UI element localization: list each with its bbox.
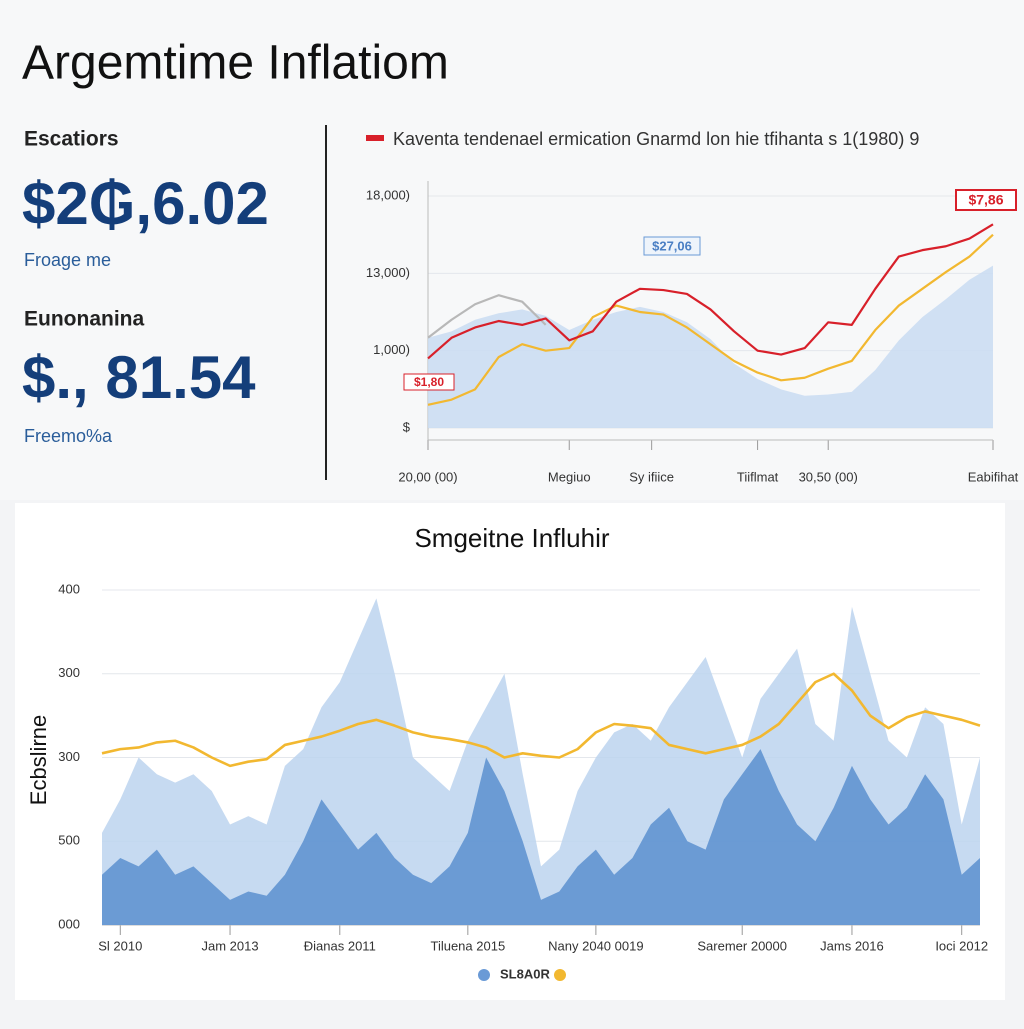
chart-top: $1,000) 13,000) 18,000) 20,00 (00) Megiuo Sy … (366, 181, 1019, 484)
x-tick-label: Ioci 2012 (935, 938, 988, 953)
kpi-value: $2₲,6.02 (22, 170, 269, 237)
annotation: $1,80 (414, 375, 444, 389)
annotation: $27,06 (652, 238, 692, 253)
area (428, 265, 993, 428)
kpi-sub: Froage me (24, 250, 111, 270)
y-tick-label: 000 (58, 916, 80, 931)
line (427, 233, 994, 406)
annotation-box (955, 189, 1017, 211)
y-tick-label: 1,000) (373, 342, 410, 357)
x-tick-label: 20,00 (00) (398, 469, 457, 484)
y-axis-label: Ecbslirne (26, 715, 51, 805)
y-tick-label: 18,000) (366, 187, 410, 202)
x-tick-label: Nany 2040 0019 (548, 938, 643, 953)
x-tick-label: Ðianas 2011 (304, 938, 376, 953)
chart-title: Smgeitne Influhir (414, 523, 609, 553)
x-tick-label: Tiiflmat (737, 469, 779, 484)
kpi-label: Eunonanina (24, 308, 144, 331)
annotation-box (643, 236, 701, 256)
y-tick-label: 300 (58, 665, 80, 680)
x-tick-label: Eabifihat (968, 469, 1019, 484)
page-title: Argemtime Inflatiom (22, 37, 449, 90)
x-tick-label: Megiuo (548, 469, 591, 484)
line (427, 223, 994, 360)
legend-label: SL8A0R (500, 966, 550, 981)
annotation: $7,86 (968, 192, 1003, 208)
y-tick-label: 13,000) (366, 265, 410, 280)
kpi-sub: Freemo%a (24, 426, 113, 446)
x-tick-label: Sl 2010 (98, 938, 142, 953)
legend-swatch (366, 135, 384, 141)
annotations: $7,86 $27,06 $1,80 (403, 189, 1017, 391)
x-tick-label: Jams 2016 (820, 938, 884, 953)
kpi-label: Escatiors (24, 128, 119, 151)
x-tick-label: 30,50 (00) (799, 469, 858, 484)
annotation-box (403, 373, 455, 391)
y-tick-label: 300 (58, 749, 80, 764)
line (427, 294, 547, 339)
x-tick-label: Jam 2013 (201, 938, 258, 953)
legend-swatch (554, 969, 566, 981)
chart-bottom: 000 500 300 300 400 Sl 2010 Jam 2013 Ðianas 201… (58, 581, 988, 953)
y-tick-label: 500 (58, 833, 80, 848)
y-tick-label: $ (403, 419, 411, 434)
x-tick-label: Tiluena 2015 (430, 938, 505, 953)
legend-swatch (478, 969, 490, 981)
legend-label: Kaventa tendenael ermication Gnarmd lon … (393, 129, 919, 149)
y-tick-label: 400 (58, 581, 80, 596)
kpi-value: $., 81.54 (22, 344, 256, 411)
line (101, 672, 981, 768)
x-tick-label: Sy ifiice (629, 469, 674, 484)
area (102, 749, 980, 925)
x-tick-label: Saremer 20000 (697, 938, 787, 953)
